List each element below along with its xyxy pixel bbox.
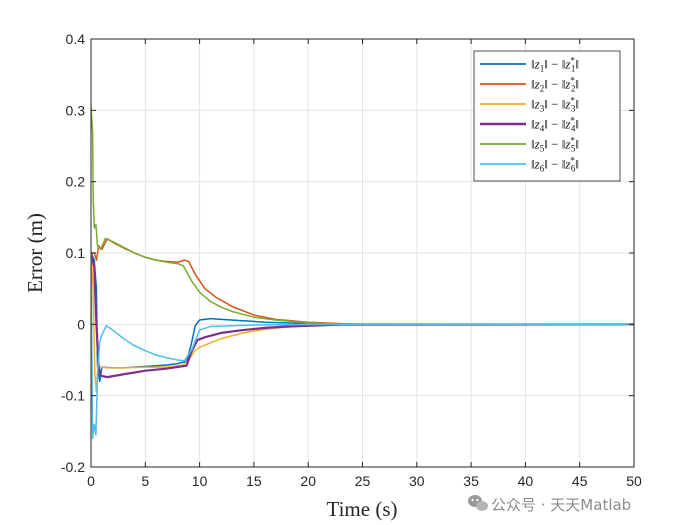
legend-entry-3: ‖z3‖ − ‖z* 3‖ <box>531 96 579 114</box>
legend-entry-5: ‖z5‖ − ‖z* 5‖ <box>531 136 579 154</box>
x-tick-label: 10 <box>192 473 208 489</box>
x-tick-label: 35 <box>463 473 479 489</box>
plot-area <box>91 106 634 440</box>
legend-box <box>473 50 621 182</box>
y-tick-label: 0.4 <box>66 31 86 47</box>
y-axis-label: Error (m) <box>23 213 47 293</box>
legend-entry-6: ‖z6‖ − ‖z* 6‖ <box>531 156 579 174</box>
y-tick-label: -0.1 <box>61 388 85 404</box>
x-tick-label: 15 <box>246 473 262 489</box>
x-tick-label: 25 <box>355 473 371 489</box>
watermark: 公众号 · 天天Matlab <box>468 495 631 514</box>
x-tick-label: 45 <box>572 473 588 489</box>
y-tick-label: 0 <box>77 316 85 332</box>
series-line-4 <box>91 252 634 379</box>
wechat-icon <box>468 495 488 511</box>
x-tick-label: 5 <box>141 473 149 489</box>
watermark-text: 公众号 · 天天Matlab <box>491 496 631 514</box>
legend-entry-1: ‖z1‖ − ‖z* 1‖ <box>531 56 579 74</box>
y-tick-label: -0.2 <box>61 459 85 475</box>
series-line-1 <box>91 252 634 383</box>
x-axis-label: Time (s) <box>327 497 398 521</box>
x-tick-label: 20 <box>300 473 316 489</box>
series-line-5 <box>91 106 634 326</box>
x-tick-label: 50 <box>626 473 642 489</box>
tick-labels: 0 5 10 15 20 25 30 35 40 45 50 -0.2 -0.1 0 0.1 0.2 0.3 0.… <box>61 31 642 489</box>
x-tick-label: 40 <box>518 473 534 489</box>
series-line-6 <box>91 252 634 440</box>
legend-entry-4: ‖z4‖ − ‖z* 4‖ <box>531 116 579 134</box>
x-tick-label: 0 <box>87 473 95 489</box>
x-tick-label: 30 <box>409 473 425 489</box>
y-tick-label: 0.1 <box>66 245 86 261</box>
tick-marks <box>90 38 635 468</box>
series-layer <box>91 106 634 440</box>
legend: ‖z1‖ − ‖z* 1‖ ‖z2‖ − ‖z* 2‖ ‖z3‖ − ‖z* 3‖ ‖z4‖… <box>473 50 621 182</box>
legend-entry-2: ‖z2‖ − ‖z* 2‖ <box>531 76 579 94</box>
y-tick-label: 0.2 <box>66 174 86 190</box>
y-tick-label: 0.3 <box>66 102 86 118</box>
